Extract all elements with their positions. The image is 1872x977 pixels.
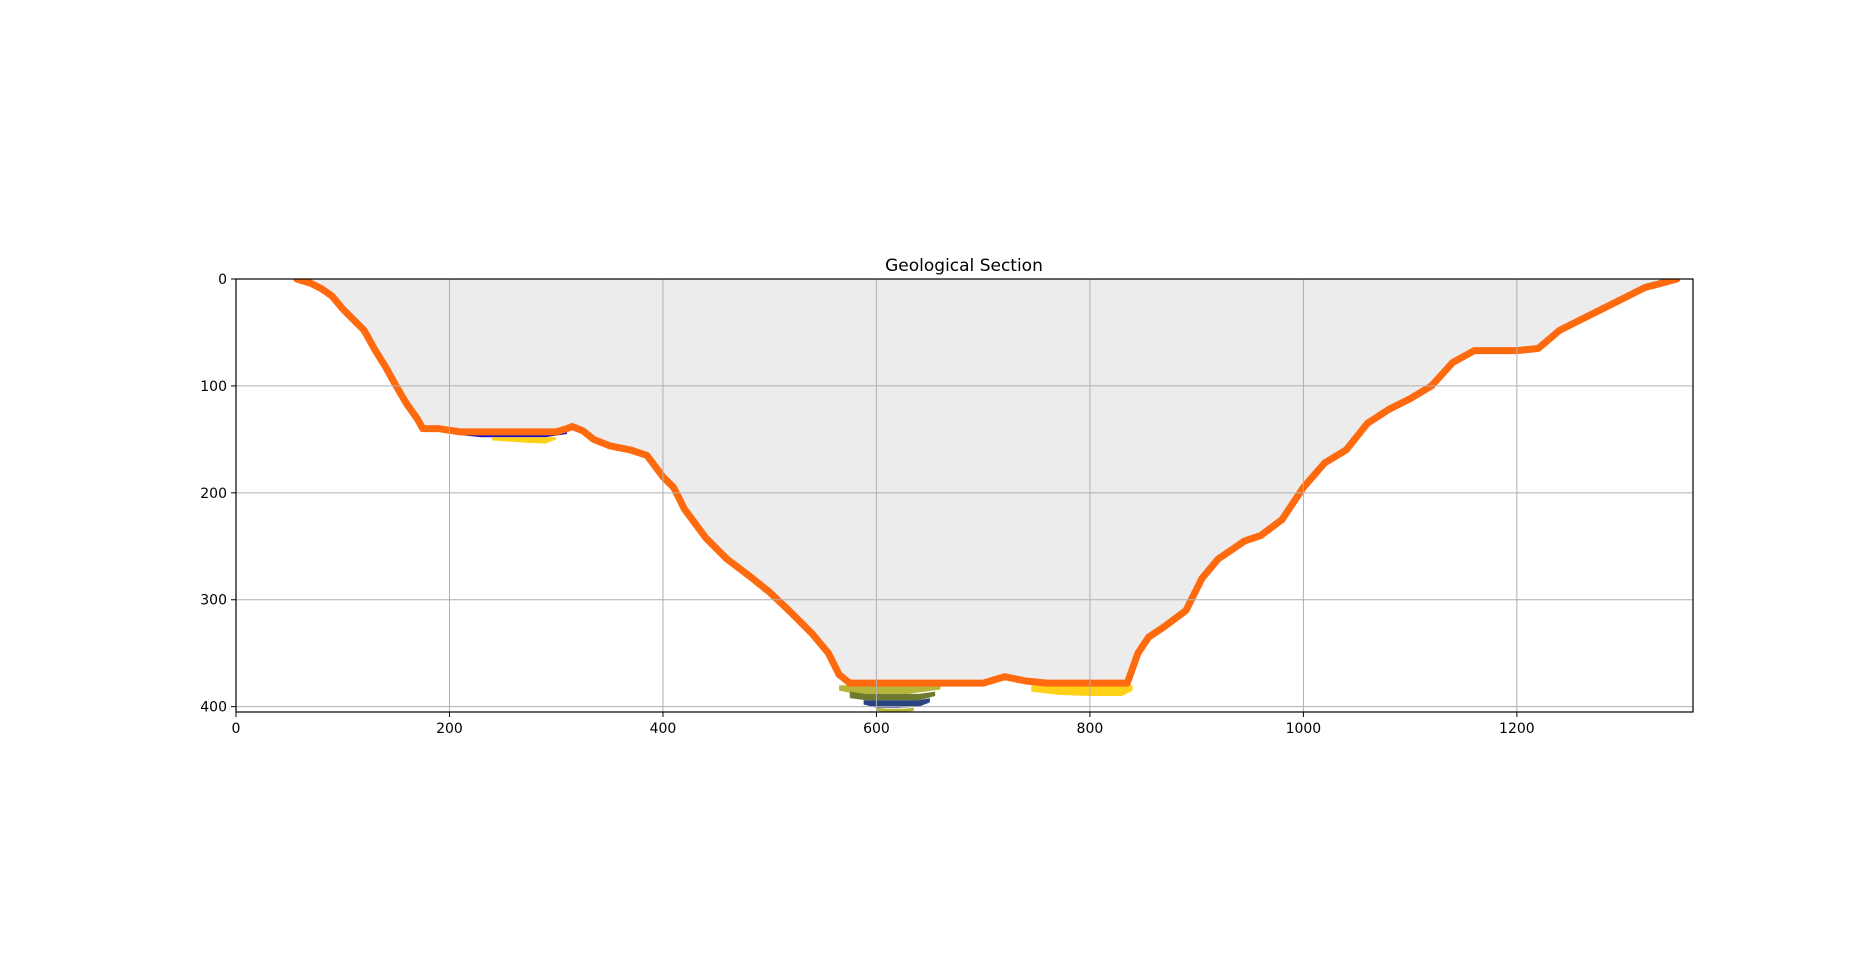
layer-3 (849, 691, 936, 701)
y-tick-label-2: 200 (200, 486, 227, 502)
layer-5 (876, 707, 914, 712)
x-tick-label-6: 1200 (1499, 721, 1535, 737)
y-tick-label-0: 0 (218, 272, 227, 288)
layer-2 (839, 685, 941, 694)
layer-1 (492, 437, 557, 444)
x-tick-label-0: 0 (232, 721, 241, 737)
plot-area: 0 200 400 600 800 1000 1200 0 100 200 300 400 (200, 272, 1694, 737)
x-tick-label-5: 1000 (1286, 721, 1322, 737)
x-tick-label-4: 800 (1077, 721, 1104, 737)
y-tick-label-3: 300 (200, 593, 227, 609)
x-tick-label-2: 400 (650, 721, 677, 737)
void-area (296, 279, 1677, 684)
layer-6 (1031, 685, 1133, 696)
surface-layer-line (293, 279, 1681, 687)
y-tick-label-1: 100 (200, 379, 227, 395)
layer-4 (863, 698, 930, 708)
x-tick-label-1: 200 (436, 721, 463, 737)
chart-title: Geological Section (885, 256, 1043, 276)
axes-frame (235, 278, 1694, 713)
y-tick-label-4: 400 (200, 700, 227, 716)
x-tick-label-3: 600 (863, 721, 890, 737)
